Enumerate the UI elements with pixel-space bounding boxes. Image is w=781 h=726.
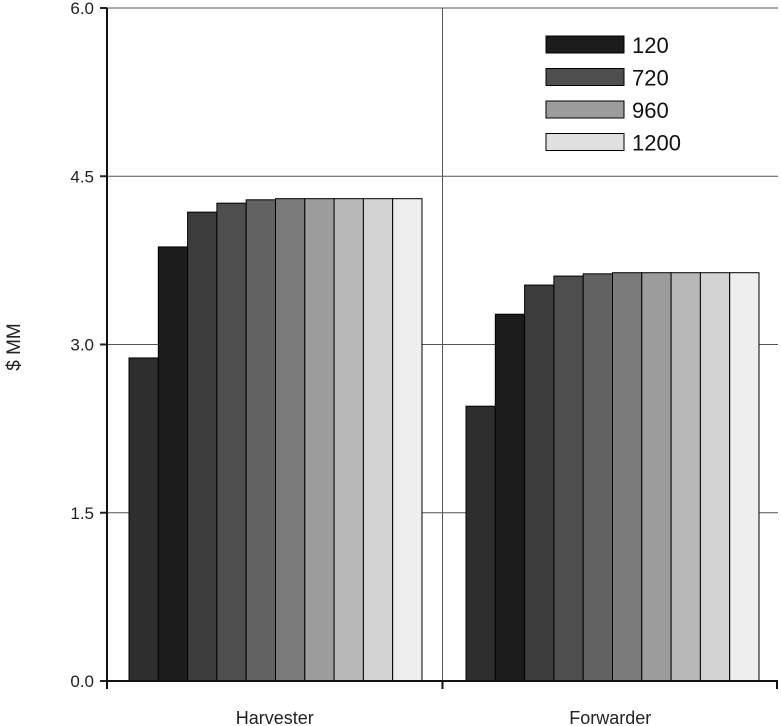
bar bbox=[670, 272, 701, 682]
bar bbox=[362, 198, 394, 682]
bars bbox=[128, 198, 760, 682]
axes bbox=[100, 7, 778, 689]
bar bbox=[553, 275, 584, 682]
bar bbox=[304, 198, 335, 682]
y-tick-label: 0.0 bbox=[70, 672, 94, 691]
x-category-label: Forwarder bbox=[569, 708, 651, 726]
bar bbox=[333, 198, 364, 682]
y-axis-title: $ MM bbox=[4, 323, 25, 371]
y-tick-label: 3.0 bbox=[70, 336, 94, 355]
legend-label: 720 bbox=[632, 66, 669, 91]
bar bbox=[157, 246, 189, 682]
bar bbox=[465, 405, 496, 682]
bar bbox=[187, 211, 218, 682]
legend: 120 720 960 1200 bbox=[545, 33, 681, 156]
bar bbox=[494, 313, 526, 682]
bar bbox=[641, 272, 672, 682]
bar bbox=[699, 272, 731, 682]
legend-swatch bbox=[545, 133, 625, 151]
bar bbox=[245, 199, 276, 682]
bar bbox=[582, 273, 614, 682]
legend-label: 1200 bbox=[632, 131, 681, 156]
bar bbox=[392, 198, 423, 682]
labels: 0.0 1.5 3.0 4.5 6.0 Harvester Forwarder bbox=[70, 0, 651, 726]
y-tick-label: 1.5 bbox=[70, 504, 94, 523]
legend-label: 960 bbox=[632, 98, 669, 123]
bar bbox=[275, 198, 306, 682]
x-category-label: Harvester bbox=[236, 708, 314, 726]
y-tick-label: 4.5 bbox=[70, 167, 94, 186]
bar bbox=[729, 272, 760, 682]
bar bbox=[216, 202, 247, 682]
legend-swatch bbox=[545, 68, 625, 86]
y-tick-label: 6.0 bbox=[70, 0, 94, 18]
bar bbox=[524, 284, 555, 682]
legend-swatch bbox=[545, 35, 625, 54]
legend-swatch bbox=[545, 100, 625, 119]
bar bbox=[612, 272, 643, 682]
bar bbox=[128, 357, 159, 682]
legend-label: 120 bbox=[632, 33, 669, 58]
